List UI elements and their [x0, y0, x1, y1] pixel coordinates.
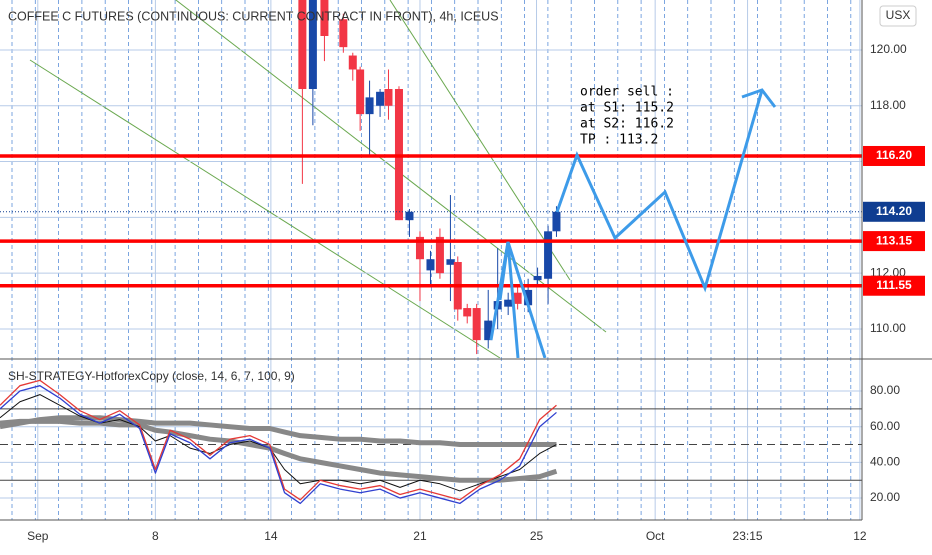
- x-tick-label: 12: [853, 529, 867, 543]
- candle-body: [463, 308, 472, 317]
- candle-body: [384, 89, 393, 106]
- projection: [555, 89, 764, 293]
- y-tick-label: 60.00: [870, 419, 900, 433]
- candle-body: [513, 292, 522, 304]
- candle-body: [405, 211, 414, 221]
- y-tick-label: 40.00: [870, 455, 900, 469]
- candle-body: [552, 211, 561, 232]
- indicator-line: [0, 385, 557, 505]
- annotation: order sell :: [580, 85, 674, 100]
- indicator-line: [0, 418, 558, 483]
- x-tick-label: Sep: [27, 529, 49, 543]
- x-tick-label: 8: [152, 529, 159, 543]
- candle-body: [339, 19, 348, 48]
- candle-body: [533, 275, 542, 281]
- indicator-pane: [0, 379, 862, 505]
- last-price-tag: [863, 201, 925, 222]
- drawings: [489, 88, 777, 358]
- level-label: 113.15: [876, 233, 912, 247]
- annotation: at S2: 116.2: [580, 117, 674, 132]
- last-price-label: 114.20: [876, 204, 912, 218]
- candle-body: [446, 259, 455, 265]
- candle-body: [356, 69, 365, 115]
- y-tick-label: 110.00: [870, 321, 906, 335]
- currency-button[interactable]: [879, 5, 917, 27]
- x-tick-label: 14: [264, 529, 278, 543]
- y-tick-label: 120.00: [870, 42, 907, 56]
- candle-body: [544, 231, 553, 279]
- candle-body: [376, 91, 385, 106]
- candle-body: [365, 97, 374, 115]
- candle-body: [415, 236, 424, 260]
- candle-body: [348, 55, 357, 70]
- y-tick-label: 20.00: [870, 490, 900, 504]
- candle-body: [298, 0, 307, 90]
- trend-line: [389, 0, 571, 281]
- level-tag: [863, 275, 925, 296]
- trend-line: [29, 59, 501, 358]
- candle-body: [504, 299, 513, 307]
- currency[interactable]: USX: [886, 8, 911, 22]
- level-label: 116.20: [876, 148, 912, 162]
- x-tick-label: Oct: [646, 529, 665, 543]
- annotation: at S1: 115.2: [580, 101, 674, 116]
- level-tag: [863, 231, 925, 252]
- candle-body: [435, 236, 444, 274]
- candle-body: [320, 0, 329, 36]
- candle-body: [308, 0, 317, 90]
- y-tick-label: 118.00: [870, 98, 906, 112]
- level-tag: [863, 145, 925, 166]
- candle-body: [426, 259, 435, 271]
- chart-title: COFFEE C FUTURES (CONTINUOUS: CURRENT CO…: [8, 9, 499, 23]
- level-label: 111.55: [876, 278, 912, 292]
- projection: [498, 241, 547, 358]
- annotation: TP : 113.2: [580, 133, 658, 148]
- indicator-title: SH-STRATEGY-HotforexCopy (close, 14, 6, …: [8, 369, 295, 383]
- x-tick-label: 23:15: [733, 529, 763, 543]
- indicator-line: [0, 379, 557, 501]
- candle-body: [524, 289, 533, 306]
- x-tick-label: 25: [530, 529, 544, 543]
- candle-body: [484, 320, 493, 341]
- x-tick-label: 21: [413, 529, 427, 543]
- arrow-head: [741, 88, 777, 108]
- time-axis: [0, 520, 862, 550]
- y-tick-label: 80.00: [870, 383, 900, 397]
- price-axis: [862, 0, 932, 550]
- candle-body: [472, 308, 481, 341]
